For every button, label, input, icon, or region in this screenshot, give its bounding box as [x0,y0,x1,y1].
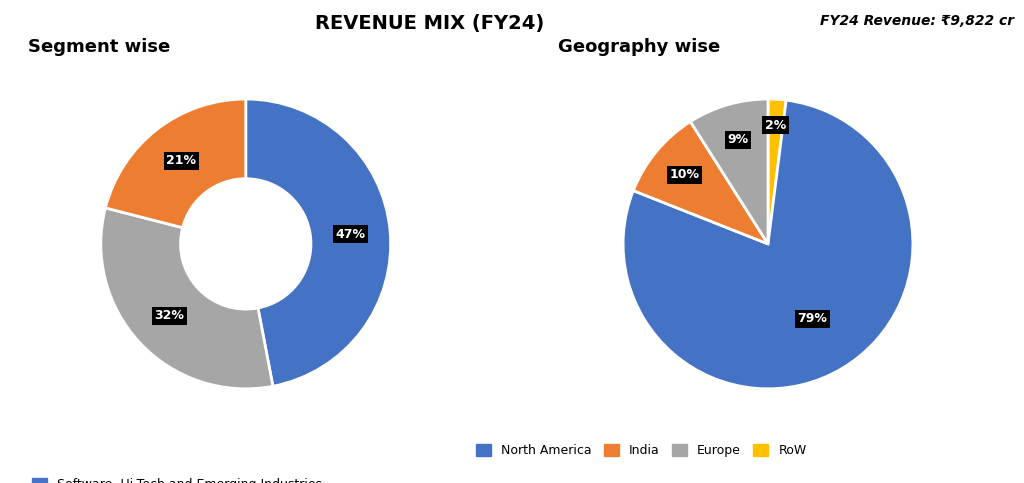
Legend: Software, Hi-Tech and Emerging Industries, BFSI, Healthcare & Life Sciences: Software, Hi-Tech and Emerging Industrie… [28,473,328,483]
Text: 32%: 32% [155,309,184,322]
Text: 9%: 9% [727,133,749,146]
Text: 47%: 47% [335,227,366,241]
Wedge shape [105,99,246,227]
Wedge shape [246,99,391,386]
Wedge shape [690,99,768,244]
Text: 21%: 21% [166,155,197,168]
Text: 2%: 2% [765,119,786,132]
Wedge shape [623,100,913,389]
Legend: North America, India, Europe, RoW: North America, India, Europe, RoW [471,439,812,462]
Text: 79%: 79% [798,312,827,325]
Text: Segment wise: Segment wise [29,38,171,56]
Text: Geography wise: Geography wise [558,38,720,56]
Text: REVENUE MIX (FY24): REVENUE MIX (FY24) [315,14,545,33]
Text: FY24 Revenue: ₹9,822 cr: FY24 Revenue: ₹9,822 cr [819,14,1014,28]
Text: 10%: 10% [670,168,699,181]
Wedge shape [633,122,768,244]
Wedge shape [768,99,786,244]
Wedge shape [100,208,273,389]
